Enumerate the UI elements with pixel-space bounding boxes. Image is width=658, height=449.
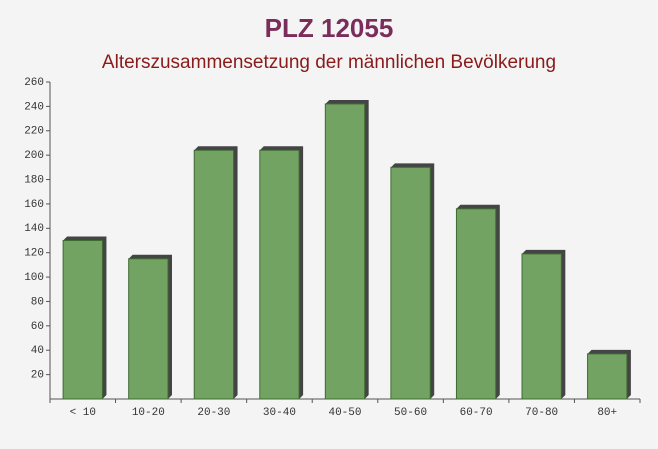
x-tick-label: 30-40: [263, 407, 296, 419]
y-tick-label: 100: [24, 272, 44, 284]
x-tick-label: 70-80: [525, 407, 558, 419]
y-tick-label: 260: [24, 77, 44, 89]
bar: [193, 149, 235, 400]
y-tick-label: 180: [24, 174, 44, 186]
y-tick-label: 120: [24, 248, 44, 260]
bar: [259, 149, 300, 400]
y-tick-label: 200: [24, 150, 44, 162]
y-tick-label: 40: [31, 345, 44, 357]
bar: [587, 353, 628, 400]
y-tick-label: 240: [24, 101, 44, 113]
y-tick-label: 80: [31, 296, 44, 308]
x-tick-label: 40-50: [328, 407, 361, 419]
bar: [128, 258, 169, 400]
y-tick-label: 140: [24, 223, 44, 235]
x-tick-label: 20-30: [197, 407, 230, 419]
y-tick-label: 60: [31, 321, 44, 333]
bar: [455, 208, 497, 400]
chart-subtitle: Alterszusammensetzung der männlichen Bev…: [102, 52, 556, 73]
x-tick-label: 80+: [597, 407, 617, 419]
bar: [324, 103, 366, 400]
chart-title: PLZ 12055: [265, 13, 394, 43]
bar: [390, 166, 431, 400]
x-tick-label: 60-70: [460, 407, 493, 419]
y-tick-label: 220: [24, 126, 44, 138]
x-tick-label: < 10: [70, 407, 96, 419]
bar: [521, 253, 562, 400]
x-tick-label: 10-20: [132, 407, 165, 419]
y-tick-label: 20: [31, 370, 44, 382]
bar: [62, 240, 103, 400]
y-tick-label: 160: [24, 199, 44, 211]
x-tick-label: 50-60: [394, 407, 427, 419]
